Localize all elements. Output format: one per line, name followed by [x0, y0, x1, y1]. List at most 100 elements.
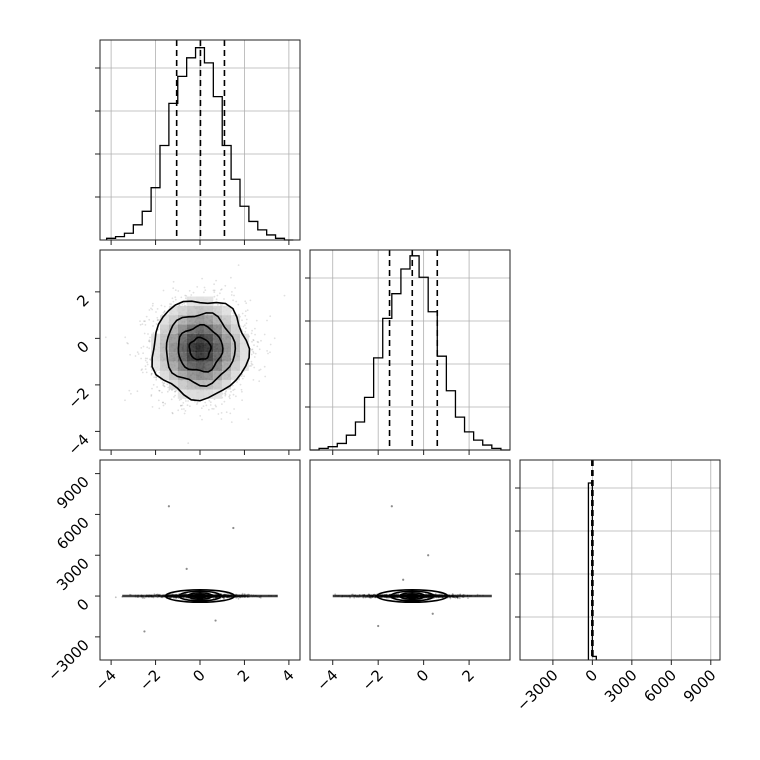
density-cell: [222, 380, 232, 390]
scatter-point: [254, 352, 257, 355]
scatter-point: [224, 284, 227, 287]
histogram-panel-z: [515, 459, 721, 665]
scatter-point: [156, 316, 159, 319]
scatter-point: [126, 342, 128, 344]
density-cell: [168, 324, 178, 334]
scatter-point: [162, 289, 165, 292]
scatter-point: [467, 597, 469, 599]
scatter-point: [187, 400, 190, 402]
scatter-point: [156, 386, 159, 388]
scatter-point: [187, 442, 190, 444]
scatter-point: [142, 352, 145, 355]
scatter-point: [186, 404, 189, 407]
density-cell: [213, 380, 223, 390]
scatter-point: [203, 291, 205, 294]
scatter-point: [252, 379, 255, 381]
scatter-point: [136, 390, 139, 393]
density-cell: [240, 361, 249, 371]
scatter-point: [167, 386, 170, 389]
density-cell: [204, 296, 214, 306]
scatter-point: [155, 376, 157, 379]
scatter-point: [155, 378, 158, 381]
scatter-point: [397, 592, 400, 595]
scatter-point: [174, 296, 177, 299]
scatter-point: [164, 402, 167, 405]
density-cell: [177, 370, 187, 381]
density-cell: [177, 305, 187, 316]
density-cell: [240, 343, 249, 353]
density-cell: [195, 315, 205, 325]
density-cell: [160, 352, 169, 362]
density-cell: [213, 352, 223, 362]
scatter-point: [178, 399, 181, 401]
scatter-point: [104, 336, 107, 339]
scatter-point: [251, 340, 253, 343]
scatter-point: [266, 319, 268, 322]
scatter-point: [188, 289, 191, 292]
scatter-point: [148, 309, 151, 311]
density-cell: [231, 333, 240, 344]
scatter-point: [150, 395, 153, 397]
scatter-point: [137, 353, 140, 355]
scatter-point: [134, 355, 137, 357]
histogram-step: [106, 47, 294, 241]
scatter-point: [224, 394, 227, 397]
density-cell: [195, 370, 205, 381]
scatter-point: [229, 397, 231, 400]
density-cell: [186, 361, 196, 371]
scatter-point: [156, 319, 159, 321]
scatter-point: [230, 390, 232, 393]
scatter-point: [139, 320, 141, 322]
scatter-point: [185, 295, 188, 297]
scatter-point: [189, 405, 191, 408]
scatter-point: [260, 339, 262, 342]
scatter-point: [215, 298, 218, 301]
scatter-point: [217, 303, 219, 306]
scatter-point: [224, 392, 226, 395]
scatter-point: [140, 347, 143, 349]
scatter-point: [171, 297, 174, 300]
panel-frame: [99, 459, 301, 661]
scatter-point: [241, 377, 244, 380]
scatter-point: [163, 305, 166, 308]
density-cell: [231, 324, 240, 334]
scatter-point: [151, 304, 154, 307]
scatter-point: [212, 408, 215, 410]
scatter-point: [160, 304, 163, 307]
scatter-point: [155, 323, 158, 325]
density-cell: [195, 324, 205, 334]
density-cell: [160, 324, 169, 334]
scatter-point: [163, 382, 166, 385]
scatter-point: [257, 341, 260, 344]
scatter-point: [143, 332, 146, 335]
scatter-point: [144, 368, 147, 370]
scatter-point: [166, 390, 169, 393]
outlier-point: [185, 567, 188, 570]
scatter-point: [146, 361, 149, 364]
scatter-point: [209, 401, 212, 404]
scatter-point: [148, 339, 151, 342]
density-cell: [177, 333, 187, 344]
density-cell: [160, 315, 169, 325]
density-cell: [195, 389, 205, 399]
density-cell: [204, 352, 214, 362]
scatter-panel-x-z: [95, 459, 301, 665]
contour-line: [186, 592, 214, 601]
density-cell: [186, 343, 196, 353]
density-cell: [186, 333, 196, 344]
scatter-point: [435, 593, 437, 596]
scatter-point: [221, 303, 224, 306]
scatter-point: [190, 294, 193, 296]
scatter-point: [172, 597, 175, 599]
scatter-point: [146, 346, 149, 349]
scatter-point: [212, 289, 215, 292]
scatter-point: [201, 418, 203, 421]
density-cell: [213, 305, 223, 316]
scatter-point: [233, 408, 236, 410]
scatter-point: [438, 593, 441, 596]
scatter-point: [451, 593, 454, 595]
density-cell: [222, 370, 232, 381]
density-cell: [160, 370, 169, 381]
scatter-point: [235, 395, 237, 398]
